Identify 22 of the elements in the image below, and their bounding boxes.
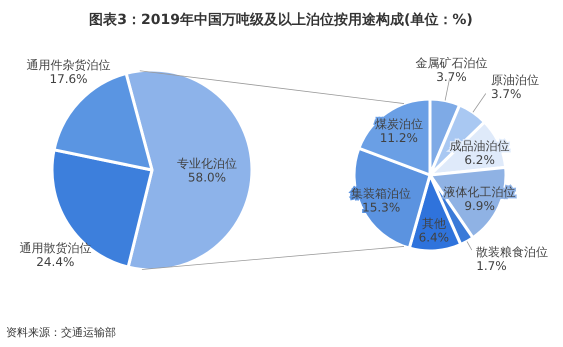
slice-label: 通用件杂货泊位	[26, 58, 111, 72]
slice-label: 原油泊位	[490, 72, 539, 87]
data-label: 24.4%	[36, 254, 74, 269]
slice-label: 其他	[422, 216, 446, 231]
data-label: 1.7%	[476, 258, 507, 273]
slice-label: 通用散货泊位	[19, 240, 92, 255]
data-label: 6.4%	[418, 230, 450, 245]
slice-label: 散装粮食泊位	[476, 244, 548, 259]
data-label: 6.2%	[464, 152, 495, 167]
data-label: 9.9%	[464, 199, 495, 214]
data-label: 3.7%	[436, 70, 467, 84]
text: 图表3：2019年中国万吨级及以上泊位按用途构成(单位：%)	[89, 12, 473, 28]
data-label: 15.3%	[362, 200, 400, 215]
data-label: 3.7%	[490, 86, 522, 101]
data-label: 17.6%	[49, 72, 88, 86]
data-label: 11.2%	[380, 131, 418, 146]
slice-label: 成品油泊位	[450, 138, 510, 153]
text: 资料来源：交通运输部	[6, 326, 116, 339]
slice-label: 煤炭泊位	[374, 117, 423, 132]
slice-label: 专业化泊位	[176, 156, 237, 170]
slice-label: 金属矿石泊位	[415, 56, 488, 70]
data-label: 58.0%	[188, 170, 226, 184]
